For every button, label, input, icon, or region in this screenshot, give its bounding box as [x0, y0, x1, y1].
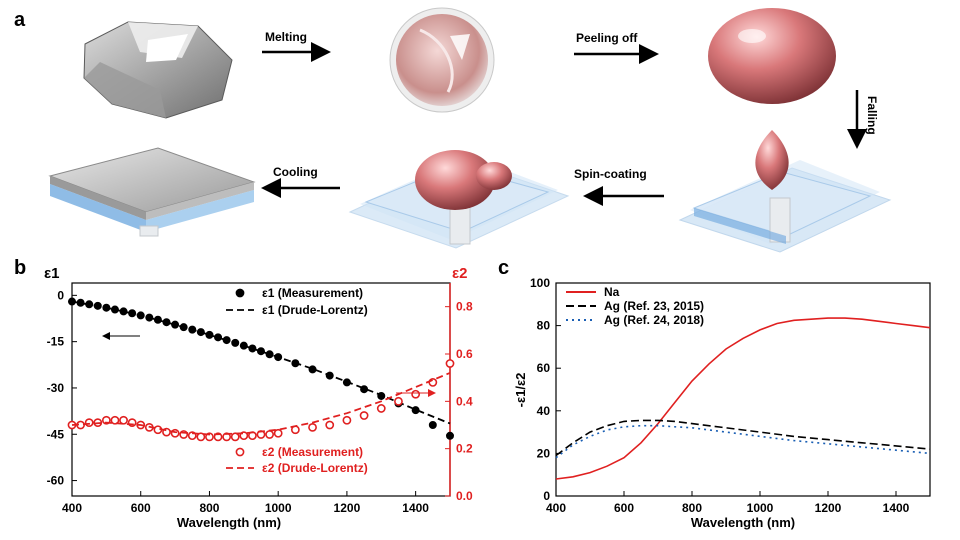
crucible-icon	[389, 7, 495, 113]
series-line	[555, 419, 931, 457]
x-tick-label: 400	[546, 501, 566, 515]
right-axis-arrow-head	[428, 389, 436, 397]
panel-b-label: b	[14, 257, 26, 279]
legend-marker	[235, 288, 245, 298]
step-spin-coating: Spin-coating	[574, 167, 647, 181]
legend-label: ε2 (Measurement)	[262, 445, 363, 459]
panel-c-y-axis-title: -ε1/ε2	[513, 373, 528, 408]
sodium-crystal-icon	[83, 21, 233, 119]
x-tick-label: 1000	[265, 501, 292, 515]
data-point	[196, 432, 206, 442]
panel-a: a Melting Peeling off Falling	[14, 7, 892, 253]
data-point	[84, 418, 94, 428]
data-point	[376, 404, 386, 413]
y2-tick-label: 0.8	[456, 300, 473, 314]
panel-b: b ε1 ε2 400 600 800 1000 1200 1400 0 -15 -30 -45 -…	[14, 257, 473, 530]
data-point	[411, 389, 421, 399]
y1-tick-label: -15	[47, 335, 65, 349]
legend-label: Ag (Ref. 24, 2018)	[604, 313, 704, 327]
y1-tick-label: -60	[47, 474, 65, 488]
y-tick-label: 100	[530, 276, 550, 290]
data-point	[325, 420, 335, 430]
data-point	[110, 415, 120, 425]
y-tick-label: 20	[537, 446, 551, 460]
panel-c: c -ε1/ε2 400 600 800 1000 1200 1400 0 20 40 60 80 1…	[498, 257, 931, 530]
panel-b-x-axis-title: Wavelength (nm)	[177, 515, 281, 530]
panel-c-frame	[555, 282, 931, 497]
data-point	[230, 432, 240, 442]
x-tick-label: 600	[614, 501, 634, 515]
data-point	[359, 411, 369, 420]
data-point	[445, 359, 455, 368]
y-tick-label: 80	[537, 319, 551, 333]
sodium-sphere-icon	[708, 8, 836, 104]
glass-substrate-droplet-icon	[678, 130, 892, 253]
x-tick-label: 1400	[883, 501, 910, 515]
x-tick-label: 1200	[334, 501, 361, 515]
y2-tick-label: 0.2	[456, 442, 473, 456]
legend-label: ε1 (Measurement)	[262, 286, 363, 300]
y1-tick-label: -30	[47, 381, 65, 395]
legend-label: Ag (Ref. 23, 2015)	[604, 299, 704, 313]
x-tick-label: 600	[131, 501, 151, 515]
y2-tick-label: 0.6	[456, 347, 473, 361]
data-point	[273, 428, 283, 438]
legend-label: ε2 (Drude-Lorentz)	[262, 461, 368, 475]
x-tick-label: 800	[682, 501, 702, 515]
panel-b-plot-area	[67, 297, 455, 442]
step-melting: Melting	[265, 30, 307, 44]
x-tick-label: 1000	[747, 501, 774, 515]
legend-label: Na	[604, 285, 620, 299]
panel-c-plot-area	[555, 317, 931, 480]
y-tick-label: 0	[543, 489, 550, 503]
panel-c-x-axis-title: Wavelength (nm)	[691, 515, 795, 530]
y-tick-label: 40	[537, 404, 551, 418]
y2-tick-label: 0.4	[456, 394, 473, 408]
sodium-film-icon	[48, 147, 256, 237]
step-peeling-off: Peeling off	[576, 31, 638, 45]
step-falling: Falling	[865, 96, 879, 135]
y-tick-label: 60	[537, 361, 551, 375]
panel-a-label: a	[14, 9, 26, 31]
data-point	[119, 415, 128, 425]
series-line	[555, 317, 931, 480]
x-tick-label: 1400	[402, 501, 429, 515]
data-point	[342, 415, 352, 425]
data-point	[428, 420, 437, 429]
panel-b-axes: 400 600 800 1000 1200 1400 0 -15 -30 -45 -60 0.0 0.2…	[47, 282, 473, 515]
data-point	[248, 344, 257, 353]
panel-c-label: c	[498, 257, 509, 279]
data-point	[205, 330, 214, 339]
panel-c-axes: 400 600 800 1000 1200 1400 0 20 40 60 80 100	[530, 276, 931, 515]
series-line	[71, 372, 451, 436]
x-tick-label: 800	[199, 501, 219, 515]
step-cooling: Cooling	[273, 165, 318, 179]
x-tick-label: 400	[62, 501, 82, 515]
data-point	[308, 365, 317, 374]
y2-tick-label: 0.0	[456, 489, 473, 503]
y1-tick-label: 0	[57, 288, 64, 302]
series-line	[71, 300, 451, 425]
y1-tick-label: -45	[47, 427, 65, 441]
panel-b-y2-label: ε2	[452, 265, 467, 282]
spin-coating-icon	[348, 150, 570, 249]
data-point	[265, 430, 274, 439]
data-point	[394, 396, 403, 406]
data-point	[308, 422, 317, 432]
x-tick-label: 1200	[815, 501, 842, 515]
data-point	[256, 347, 265, 356]
legend-label: ε1 (Drude-Lorentz)	[262, 303, 368, 317]
series-line	[555, 424, 931, 459]
data-point	[428, 377, 438, 387]
data-point	[445, 431, 454, 440]
panel-b-legend: ε1 (Measurement) ε1 (Drude-Lorentz) ε2 (Me…	[226, 286, 368, 475]
legend-marker	[235, 447, 245, 457]
data-point	[153, 315, 162, 324]
panel-b-y1-label: ε1	[44, 265, 59, 282]
